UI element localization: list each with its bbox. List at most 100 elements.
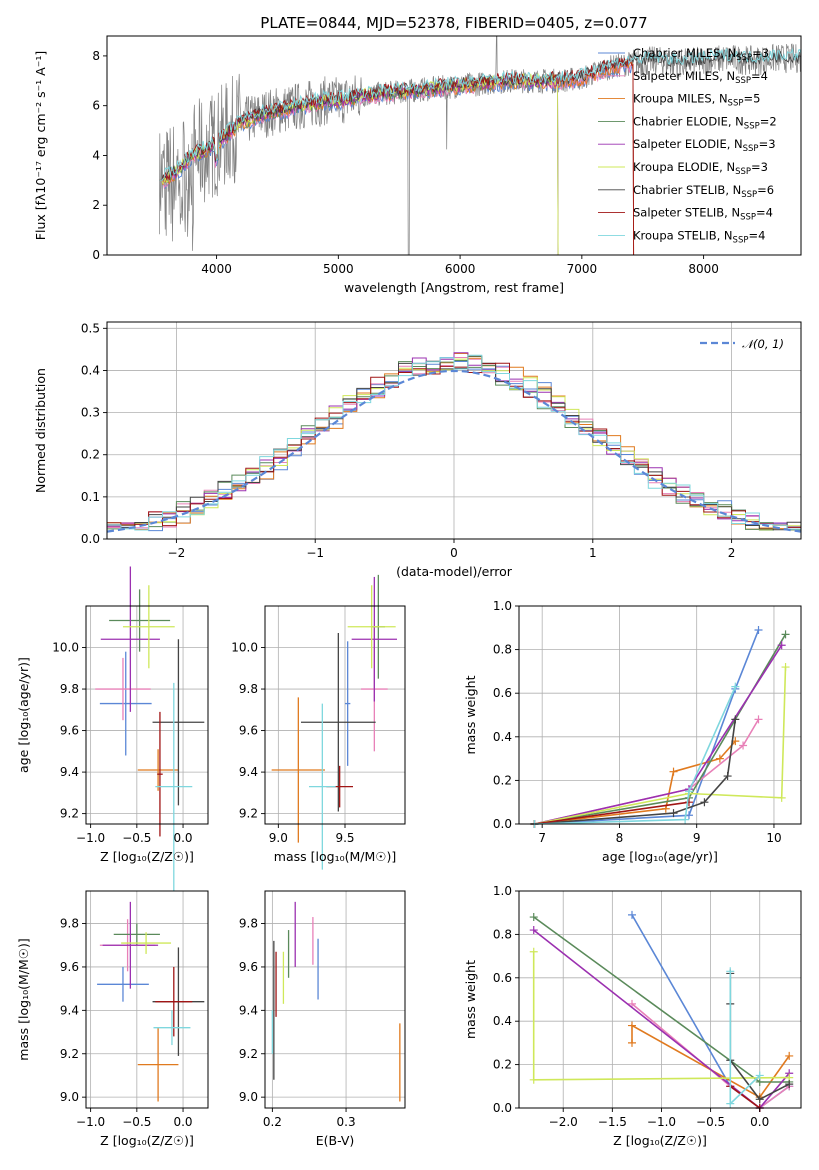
y-tick-label: 9.8	[239, 682, 258, 696]
y-tick-label: 0.8	[493, 927, 512, 941]
y-tick-label: 9.0	[239, 1090, 258, 1104]
errorbar-salpeter-miles	[95, 657, 151, 721]
axes-frame	[85, 890, 209, 1109]
weight-marker	[785, 1051, 794, 1060]
axes-frame	[264, 605, 406, 825]
x-axis-label: Z [log₁₀(Z/Z☉)]	[613, 1133, 707, 1148]
weight-series-chabrier-miles	[530, 625, 763, 828]
legend-entry: Salpeter ELODIE, NSSP=3	[633, 137, 776, 154]
y-tick-label: 9.2	[60, 807, 79, 821]
residuals-panel: −2 −1 0 1 2 0.0 0.1 0.2 0.3 0.4 0.5 (data-model)/er…	[33, 321, 802, 579]
y-tick-label: 0.4	[81, 363, 100, 377]
x-tick-label: −1	[306, 546, 324, 560]
x-tick-label: 8	[616, 831, 624, 845]
y-tick-label: 9.6	[60, 960, 79, 974]
weight-line	[534, 666, 787, 825]
weight-marker	[681, 815, 690, 824]
y-tick-label: 4	[92, 148, 100, 162]
y-axis-label: Flux [fλ10⁻¹⁷ erg cm⁻² s⁻¹ A⁻¹]	[33, 51, 48, 240]
x-tick-label: 9.0	[269, 831, 288, 845]
weight-marker	[723, 772, 732, 781]
y-tick-label: 0.8	[493, 643, 512, 657]
errorbar-salpeter-stelib	[157, 711, 163, 837]
y-tick-label: 10.0	[52, 641, 79, 655]
y-tick-label: 9.6	[60, 724, 79, 738]
weight-marker	[627, 910, 636, 919]
x-axis-label: Z [log₁₀(Z/Z☉)]	[100, 849, 194, 864]
y-tick-label: 10.0	[231, 641, 258, 655]
y-tick-label: 9.0	[60, 1090, 79, 1104]
x-tick-label: −0.5	[122, 1115, 151, 1129]
x-tick-label: −1.0	[647, 1115, 676, 1129]
y-tick-label: 9.8	[60, 917, 79, 931]
legend-entry: Kroupa MILES, NSSP=5	[633, 92, 760, 109]
x-tick-label: −0.5	[122, 831, 151, 845]
weight-series-kroupa-stelib	[726, 967, 764, 1108]
weight-line	[534, 686, 737, 825]
y-tick-label: 0.6	[493, 686, 512, 700]
legend-entry: 𝒩(0, 1)	[742, 337, 784, 351]
weight-marker	[755, 1071, 764, 1080]
weight-marker	[739, 741, 748, 750]
weight-marker	[785, 1080, 794, 1089]
y-tick-label: 9.4	[60, 1003, 79, 1017]
weight-marker	[777, 793, 786, 802]
z_weight-panel: −2.0 −1.5 −1.0 −0.5 0.0 0.0 0.2 0.4 0.6 0.8 1.0 Z […	[463, 884, 802, 1148]
chart-title: PLATE=0844, MJD=52378, FIBERID=0405, z=0…	[260, 14, 647, 32]
errorbar-kroupa-elodie	[122, 585, 175, 669]
mass_age-panel: 9.0 9.5 9.2 9.4 9.6 9.8 10.0 mass [log₁₀(M/M☉)]	[231, 574, 406, 870]
spectrum-panel: 4000 5000 6000 7000 8000 0 2 4 6 8 wavelength [Ang…	[33, 14, 802, 295]
x-tick-label: 1	[589, 546, 597, 560]
errorbar-salpeter-elodie	[102, 901, 159, 989]
y-tick-label: 6	[92, 99, 100, 113]
ebv_mass-panel: 0.2 0.3 9.0 9.2 9.4 9.6 9.8 E(B-V)	[239, 890, 406, 1148]
x-tick-label: 0.0	[173, 1115, 192, 1129]
axes-frame	[85, 605, 209, 825]
x-tick-label: 0.0	[750, 1115, 769, 1129]
x-tick-label: 4000	[201, 262, 232, 276]
x-tick-label: 7	[538, 831, 546, 845]
y-tick-label: 0.1	[81, 490, 100, 504]
x-axis-label: Z [log₁₀(Z/Z☉)]	[100, 1133, 194, 1148]
x-tick-label: 0	[450, 546, 458, 560]
model-spectrum-kroupa-elodie	[159, 72, 559, 255]
y-tick-label: 9.6	[239, 960, 258, 974]
y-tick-label: 0.0	[81, 532, 100, 546]
normal-curve	[106, 369, 802, 533]
weight-marker	[529, 947, 538, 956]
model-spectrum-kroupa-miles	[159, 59, 635, 255]
x-tick-label: 2	[728, 546, 736, 560]
x-tick-label: 9.5	[335, 831, 354, 845]
y-tick-label: 9.2	[60, 1047, 79, 1061]
y-tick-label: 0.2	[81, 448, 100, 462]
x-tick-label: 0.0	[173, 831, 192, 845]
legend-entry: Salpeter STELIB, NSSP=4	[633, 206, 773, 223]
y-tick-label: 0.5	[81, 321, 100, 335]
y-tick-label: 9.8	[60, 682, 79, 696]
errorbar-kroupa-elodie	[347, 585, 396, 669]
axes-frame	[518, 890, 802, 1109]
errorbar-kroupa-miles	[137, 749, 179, 791]
axes-frame	[106, 35, 802, 256]
y-tick-label: 9.6	[239, 724, 258, 738]
weight-marker	[777, 641, 786, 650]
x-tick-label: 8000	[688, 262, 719, 276]
errorbar-chabrier-miles	[345, 641, 351, 766]
y-tick-label: 0.4	[493, 1014, 512, 1028]
x-tick-label: −2.0	[549, 1115, 578, 1129]
x-axis-label: mass [log₁₀(M/M☉)]	[274, 849, 396, 864]
x-tick-label: 7000	[567, 262, 598, 276]
errorbar-salpeter-elodie	[351, 576, 397, 702]
y-tick-label: 1.0	[493, 599, 512, 613]
axes-frame	[518, 605, 802, 825]
x-tick-label: 5000	[323, 262, 354, 276]
errorbar-chabrier-elodie	[113, 923, 160, 946]
weight-marker	[700, 798, 709, 807]
weight-marker	[781, 630, 790, 639]
weight-marker	[781, 663, 790, 672]
y-tick-label: 0.3	[81, 406, 100, 420]
model-spectrum-chabrier-elodie	[159, 75, 559, 255]
weight-marker	[754, 715, 763, 724]
x-tick-label: 0.2	[263, 1115, 282, 1129]
y-tick-label: 0.0	[493, 817, 512, 831]
